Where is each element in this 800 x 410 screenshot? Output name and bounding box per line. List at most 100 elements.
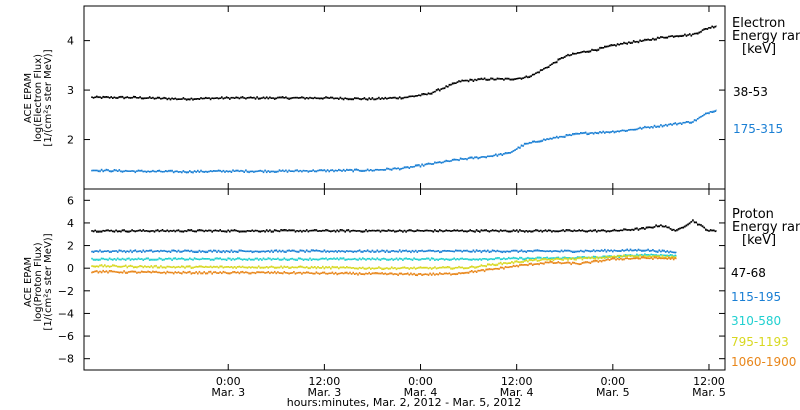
proton-data-point [546, 261, 548, 264]
electron-data-point [317, 97, 319, 100]
proton-data-point [347, 229, 350, 231]
proton-data-point [310, 265, 313, 268]
proton-data-point [442, 273, 444, 275]
proton-data-point [259, 258, 262, 260]
electron-data-point [650, 126, 653, 128]
electron-data-point [418, 164, 420, 166]
electron-data-point [487, 79, 489, 81]
electron-legend-title-line3: [keV] [742, 42, 776, 57]
proton-data-point [171, 259, 173, 261]
proton-data-point [349, 250, 351, 252]
electron-data-point [605, 45, 608, 48]
proton-data-point [422, 230, 425, 232]
proton-data-point [108, 230, 111, 232]
proton-data-point [158, 250, 161, 253]
proton-data-point [224, 266, 226, 268]
proton-data-point [607, 230, 609, 232]
electron-data-point [511, 151, 513, 153]
proton-data-point [422, 266, 425, 269]
proton-data-point [408, 258, 411, 260]
electron-data-point [570, 54, 572, 56]
electron-data-point [275, 97, 278, 100]
proton-data-point [115, 265, 117, 267]
proton-data-point [647, 248, 649, 251]
proton-data-point [511, 257, 513, 259]
proton-data-point [150, 230, 153, 232]
proton-data-point [339, 257, 342, 259]
electron-data-point [330, 169, 332, 172]
electron-data-point [583, 50, 585, 53]
electron-data-point [140, 97, 143, 100]
electron-data-point [238, 97, 241, 100]
proton-data-point [227, 272, 229, 275]
electron-data-point [421, 93, 423, 95]
proton-data-point [373, 272, 375, 274]
proton-data-point [182, 270, 185, 273]
proton-data-point [439, 251, 441, 254]
proton-data-point [118, 266, 121, 268]
electron-data-point [650, 39, 653, 41]
electron-data-point [222, 97, 225, 100]
electron-data-point [381, 97, 383, 99]
proton-data-point [395, 273, 398, 275]
proton-series-0-points [91, 219, 717, 233]
proton-data-point [330, 257, 332, 260]
proton-data-point [515, 260, 518, 262]
electron-data-point [584, 131, 587, 134]
electron-data-point [315, 97, 318, 100]
proton-data-point [650, 249, 653, 252]
proton-data-point [195, 230, 197, 233]
electron-data-point [217, 97, 220, 100]
proton-data-point [278, 230, 281, 233]
electron-data-point [389, 96, 391, 99]
proton-data-point [269, 257, 271, 260]
electron-data-point [487, 155, 489, 158]
proton-data-point [307, 230, 310, 233]
electron-data-point [690, 122, 693, 124]
xtick-day-label: Mar. 3 [211, 386, 245, 399]
proton-data-point [155, 259, 157, 261]
proton-data-point [358, 257, 361, 260]
proton-data-point [623, 250, 625, 252]
proton-data-point [523, 250, 526, 253]
proton-data-point [193, 272, 196, 275]
electron-data-point [381, 169, 383, 171]
electron-data-point [153, 170, 156, 173]
proton-data-point [140, 251, 143, 253]
electron-data-point [434, 161, 436, 164]
proton-data-point [564, 230, 566, 233]
proton-data-point [552, 262, 555, 264]
electron-data-point [256, 96, 258, 98]
proton-data-point [567, 229, 569, 231]
proton-data-point [317, 230, 319, 232]
proton-data-point [238, 272, 241, 275]
proton-data-point [378, 272, 380, 275]
proton-data-point [161, 266, 164, 269]
proton-data-point [620, 257, 622, 260]
proton-data-point [354, 273, 356, 275]
proton-data-point [669, 228, 672, 230]
proton-data-point [156, 258, 159, 261]
proton-data-point [390, 272, 393, 275]
proton-data-point [192, 251, 194, 253]
proton-data-point [419, 273, 422, 275]
proton-data-point [410, 258, 412, 261]
proton-data-point [661, 257, 664, 260]
electron-data-point [363, 170, 366, 172]
proton-data-point [471, 270, 473, 272]
proton-data-point [501, 266, 504, 269]
electron-data-point [382, 169, 385, 171]
proton-data-point [416, 267, 419, 269]
electron-data-point [115, 169, 117, 171]
electron-data-point [241, 96, 244, 98]
proton-data-point [221, 230, 223, 233]
proton-data-point [549, 250, 552, 252]
proton-data-point [289, 250, 292, 252]
electron-data-point [680, 123, 683, 125]
electron-data-point [469, 156, 471, 159]
electron-data-point [355, 168, 358, 171]
proton-data-point [413, 266, 415, 269]
proton-data-point [382, 249, 385, 252]
electron-data-point [99, 96, 101, 98]
electron-data-point [248, 96, 250, 99]
